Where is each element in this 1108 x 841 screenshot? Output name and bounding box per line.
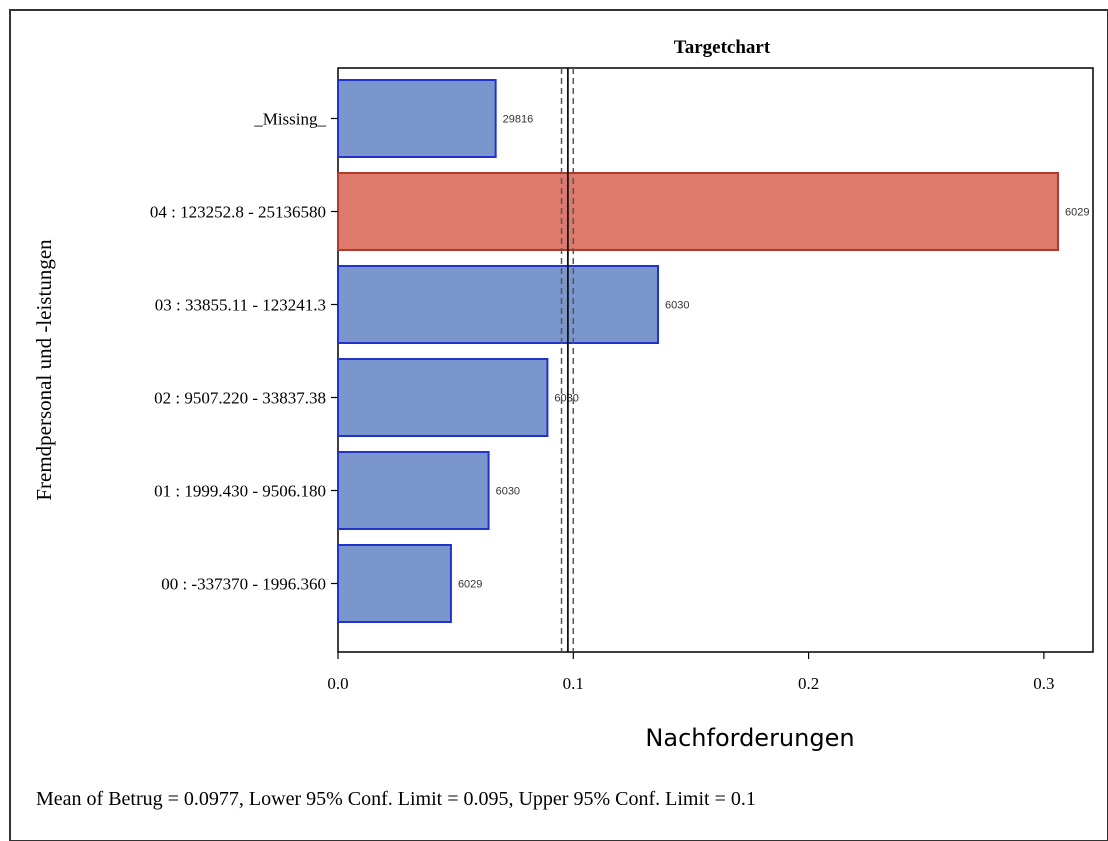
x-axis-label: Nachforderungen [645, 724, 854, 752]
x-tick-label: 0.2 [798, 674, 819, 693]
bar [337, 544, 452, 623]
y-axis-label: Fremdpersonal und -leistungen [32, 239, 56, 501]
data-label: 6029 [458, 579, 482, 591]
data-label: 6030 [554, 393, 578, 405]
x-tick-label: 0.1 [563, 674, 584, 693]
x-tick-label: 0.0 [327, 674, 348, 693]
y-tick-label: 04 : 123252.8 - 25136580 [150, 203, 326, 222]
data-label: 6030 [496, 486, 520, 498]
bar [337, 172, 1059, 251]
bar [337, 79, 497, 158]
data-label: 6029 [1065, 207, 1089, 219]
y-tick-label: 00 : -337370 - 1996.360 [161, 575, 326, 594]
y-tick-label: 01 : 1999.430 - 9506.180 [154, 482, 326, 501]
data-label: 29816 [503, 114, 534, 126]
bar [337, 358, 549, 437]
bar [337, 451, 490, 530]
chart-title: Targetchart [674, 37, 771, 58]
y-tick-label: 02 : 9507.220 - 33837.38 [154, 389, 326, 408]
bar [337, 265, 659, 344]
y-tick-label: 03 : 33855.11 - 123241.3 [155, 296, 326, 315]
y-tick-label: _Missing_ [253, 110, 326, 129]
x-tick-label: 0.3 [1033, 674, 1054, 693]
footnote: Mean of Betrug = 0.0977, Lower 95% Conf.… [36, 788, 756, 810]
plot-area: _Missing_ 29816 04 : 123252.8 - 25136580 60… [150, 67, 1094, 693]
data-label: 6030 [665, 300, 689, 312]
